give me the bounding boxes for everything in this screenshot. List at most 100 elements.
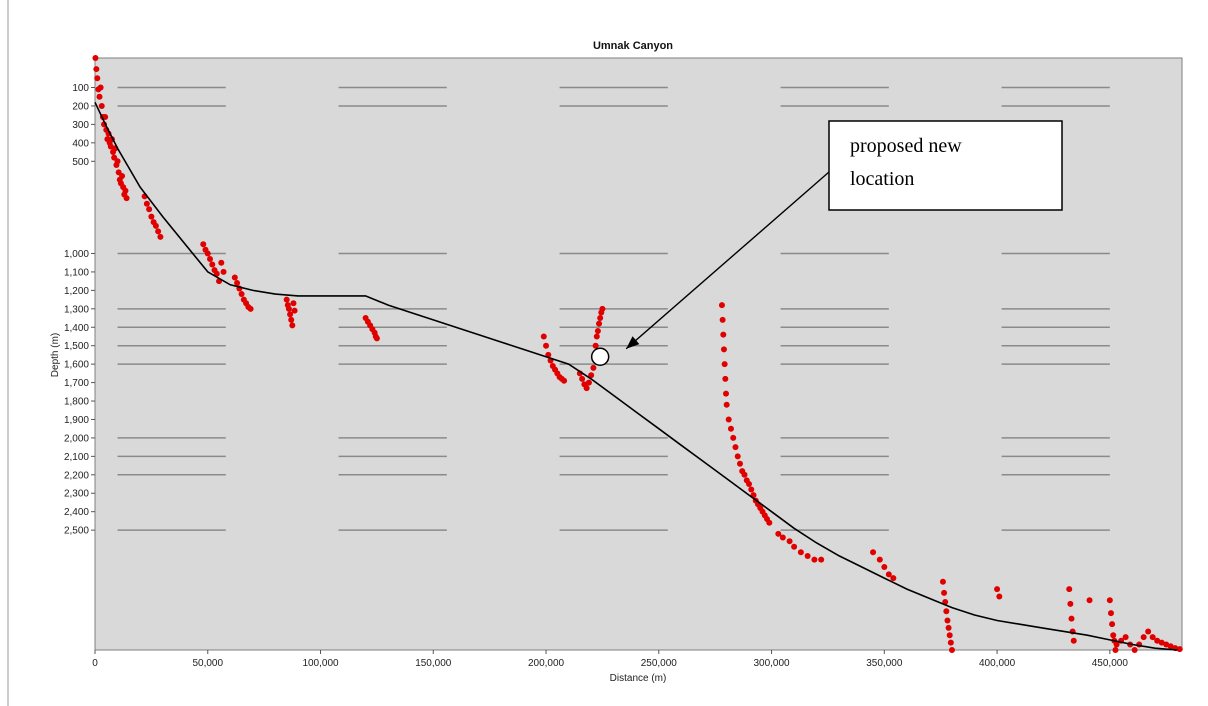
data-point xyxy=(92,55,99,61)
data-point xyxy=(804,552,811,559)
data-point xyxy=(881,564,888,571)
data-point xyxy=(119,173,126,180)
x-tick-label: 50,000 xyxy=(192,658,223,669)
data-point xyxy=(285,305,292,312)
data-point xyxy=(596,320,603,327)
data-point xyxy=(720,346,727,353)
data-point xyxy=(732,444,739,451)
y-tick-label: 1,000 xyxy=(64,249,89,260)
data-point xyxy=(107,143,114,150)
x-axis-ticks: 0 50,000 100,000 150,000 200,000 250,000 300,0… xyxy=(92,650,1128,669)
data-point xyxy=(1067,600,1074,607)
data-point xyxy=(207,256,214,263)
data-point xyxy=(1110,632,1117,639)
data-point xyxy=(97,84,104,91)
data-point xyxy=(948,647,955,653)
data-point xyxy=(123,195,130,202)
x-tick-label: 300,000 xyxy=(753,658,790,669)
data-point xyxy=(157,233,164,240)
data-point xyxy=(209,261,216,268)
data-point xyxy=(779,534,786,541)
y-tick-label: 100 xyxy=(72,83,89,94)
series-layer xyxy=(92,55,1183,653)
data-point xyxy=(597,315,604,322)
data-point xyxy=(94,75,101,82)
data-point xyxy=(725,416,732,423)
y-tick-label: 2,000 xyxy=(64,433,89,444)
data-point xyxy=(818,556,825,563)
y-axis-ticks: 100 200 300 400 500 1,000 1,100 1,200 1,300 1,400… xyxy=(64,83,95,537)
callout-arrow-head xyxy=(626,336,640,349)
data-point xyxy=(599,305,606,312)
data-point xyxy=(543,342,550,349)
data-point xyxy=(540,333,547,340)
callout-text-line-1: proposed new xyxy=(850,135,962,157)
data-point xyxy=(996,593,1003,600)
data-point xyxy=(1149,634,1156,641)
data-point xyxy=(1167,643,1174,650)
data-point xyxy=(204,250,211,257)
y-tick-label: 2,100 xyxy=(64,452,89,463)
data-point xyxy=(561,377,568,384)
data-point xyxy=(1145,628,1152,635)
data-point xyxy=(234,279,241,286)
data-point xyxy=(152,222,159,229)
y-tick-label: 2,500 xyxy=(64,526,89,537)
data-point xyxy=(93,66,100,73)
data-point xyxy=(944,617,951,624)
data-point xyxy=(155,228,162,235)
data-point xyxy=(741,471,748,478)
data-point xyxy=(143,200,150,207)
callout: proposed new location xyxy=(828,120,1063,211)
data-point xyxy=(588,372,595,379)
y-tick-label: 1,700 xyxy=(64,378,89,389)
data-point xyxy=(734,453,741,460)
data-point xyxy=(1140,634,1147,641)
data-point xyxy=(723,390,730,397)
data-point xyxy=(775,530,782,537)
data-point xyxy=(797,549,804,556)
y-tick-label: 1,500 xyxy=(64,341,89,352)
data-point xyxy=(1070,637,1077,644)
callout-arrow-line xyxy=(625,171,830,350)
data-point xyxy=(723,401,730,408)
x-tick-label: 150,000 xyxy=(415,658,452,669)
data-point xyxy=(994,586,1001,593)
data-point xyxy=(288,316,295,323)
data-point xyxy=(870,549,877,556)
y-axis-title: Depth (m) xyxy=(50,333,61,377)
x-axis-title: Distance (m) xyxy=(610,673,667,684)
data-point xyxy=(1158,639,1165,646)
data-point xyxy=(148,213,155,220)
data-point xyxy=(946,632,953,639)
y-tick-label: 2,400 xyxy=(64,507,89,518)
y-tick-label: 300 xyxy=(72,120,89,131)
data-point xyxy=(721,361,728,368)
trend-line xyxy=(94,101,1178,651)
data-point xyxy=(941,589,948,596)
data-point xyxy=(811,556,818,563)
data-point xyxy=(287,311,294,318)
data-point xyxy=(718,302,725,309)
data-point xyxy=(122,187,129,194)
data-point xyxy=(247,305,254,312)
data-point xyxy=(290,300,297,307)
horizontal-bands xyxy=(117,86,1110,531)
data-point xyxy=(1107,610,1114,617)
data-point xyxy=(231,274,238,281)
data-point xyxy=(1109,621,1116,628)
chart-title: Umnak Canyon xyxy=(593,40,673,52)
data-point xyxy=(786,538,793,545)
data-point xyxy=(885,571,892,578)
data-point xyxy=(579,375,586,382)
y-tick-label: 1,200 xyxy=(64,286,89,297)
data-point xyxy=(146,206,153,213)
data-point xyxy=(1086,597,1093,604)
data-point xyxy=(593,333,600,340)
data-point xyxy=(748,486,755,493)
data-point xyxy=(218,259,225,266)
data-point xyxy=(283,296,290,303)
data-point xyxy=(594,327,601,334)
data-point xyxy=(96,93,103,100)
data-point xyxy=(291,307,298,314)
